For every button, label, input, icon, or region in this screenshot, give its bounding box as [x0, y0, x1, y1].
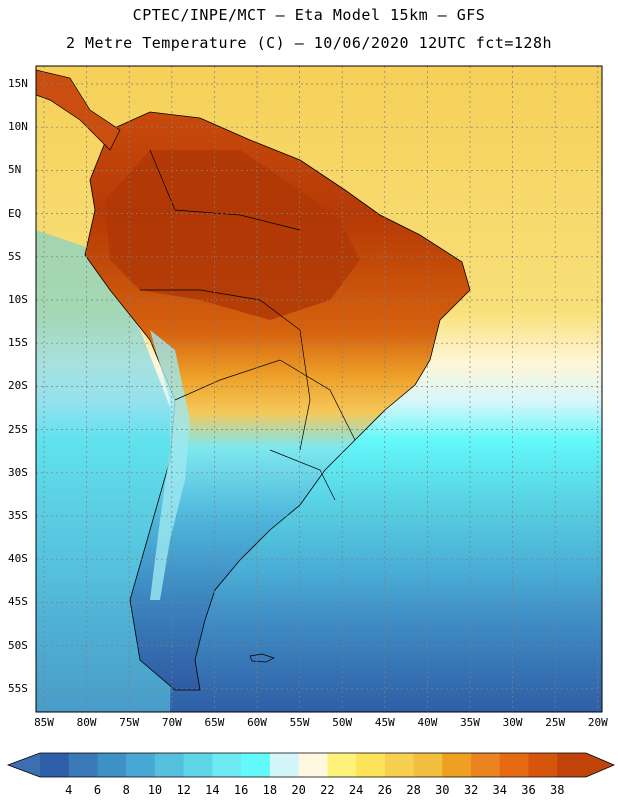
colorbar-label: 28: [406, 783, 421, 797]
country-borders: [140, 149, 356, 501]
colorbar-segment: [327, 753, 357, 777]
colorbar-segment: [528, 753, 558, 777]
lon-label: 20W: [587, 716, 608, 729]
lat-label: 15N: [8, 77, 28, 90]
lat-label: 30S: [8, 465, 28, 479]
lon-label: 85W: [34, 716, 54, 729]
colorbar-segment: [413, 753, 443, 777]
graticule: [36, 66, 602, 712]
lat-label: 5N: [8, 163, 22, 177]
lat-label: 45S: [8, 595, 28, 609]
lon-label: 55W: [289, 716, 310, 729]
lon-label: 75W: [119, 716, 140, 729]
lon-label: 70W: [161, 716, 182, 729]
lon-label: 65W: [204, 716, 225, 729]
lat-label: 15S: [8, 336, 28, 350]
lat-label: 10S: [8, 293, 28, 306]
falkland-islands: [249, 653, 275, 663]
lon-label: 50W: [332, 716, 353, 729]
colorbar-label: 20: [291, 783, 306, 797]
hot-amazon-region: [105, 150, 360, 320]
colorbar-segment: [212, 753, 242, 777]
lon-label: 45W: [374, 716, 395, 729]
lat-label: 10N: [8, 120, 28, 134]
colorbar-label: 26: [377, 783, 393, 797]
lon-label: 40W: [417, 716, 438, 729]
lat-label: 40S: [8, 552, 28, 566]
colorbar-label: 8: [122, 783, 130, 797]
colorbar-segment: [40, 753, 70, 777]
chart-title-line-2: 2 Metre Temperature (C) – 10/06/2020 12U…: [65, 34, 553, 52]
colorbar-segment: [183, 753, 213, 777]
colorbar-label: 14: [205, 783, 220, 797]
colorbar-label: 12: [176, 783, 191, 797]
map-frame: [35, 65, 603, 713]
colorbar-label: 16: [233, 783, 249, 797]
colorbar-segment: [471, 753, 501, 777]
lon-label: 35W: [460, 716, 480, 729]
lat-label: 20S: [8, 379, 28, 393]
colorbar-label: 38: [550, 783, 565, 797]
colorbar-segment: [557, 753, 587, 777]
colorbar-segment: [269, 753, 300, 777]
colorbar-label: 32: [463, 783, 479, 797]
colorbar-high-arrow: [586, 753, 614, 777]
lat-label: EQ: [8, 206, 22, 220]
lon-label: 30W: [502, 716, 523, 729]
colorbar-segment: [499, 753, 530, 777]
colorbar-segment: [442, 753, 472, 777]
chart-title-line-1: CPTEC/INPE/MCT – Eta Model 15km – GFS: [132, 6, 486, 24]
colorbar-segment: [384, 753, 415, 777]
colorbar-label: 18: [262, 783, 278, 797]
colorbar-label: 36: [521, 783, 536, 797]
colorbar-segment: [154, 753, 185, 777]
colorbar-segment: [97, 753, 127, 777]
colorbar: [6, 752, 616, 778]
colorbar-segment: [356, 753, 386, 777]
colorbar-label: 34: [492, 783, 507, 797]
colorbar-segment: [126, 753, 156, 777]
central-america-land: [36, 69, 121, 151]
lon-label: 60W: [247, 716, 267, 729]
colorbar-label: 6: [93, 783, 102, 797]
colorbar-outline: [6, 752, 616, 778]
colorbar-segment: [298, 753, 328, 777]
lat-label: 35S: [8, 509, 28, 522]
colorbar-low-arrow: [8, 753, 40, 777]
lat-label: 50S: [8, 638, 28, 652]
colorbar-label: 24: [348, 783, 364, 797]
lat-label: 5S: [8, 249, 22, 263]
colorbar-segment: [68, 753, 98, 777]
colorbar-segment: [241, 753, 271, 777]
colorbar-label: 30: [435, 783, 450, 797]
lon-label: 80W: [76, 716, 97, 729]
colorbar-label: 22: [320, 783, 335, 797]
colorbar-label: 4: [65, 783, 73, 797]
colorbar-label: 10: [147, 783, 163, 797]
lon-label: 25W: [545, 716, 566, 729]
lat-label: 55S: [8, 681, 28, 695]
lat-label: 25S: [8, 422, 28, 436]
